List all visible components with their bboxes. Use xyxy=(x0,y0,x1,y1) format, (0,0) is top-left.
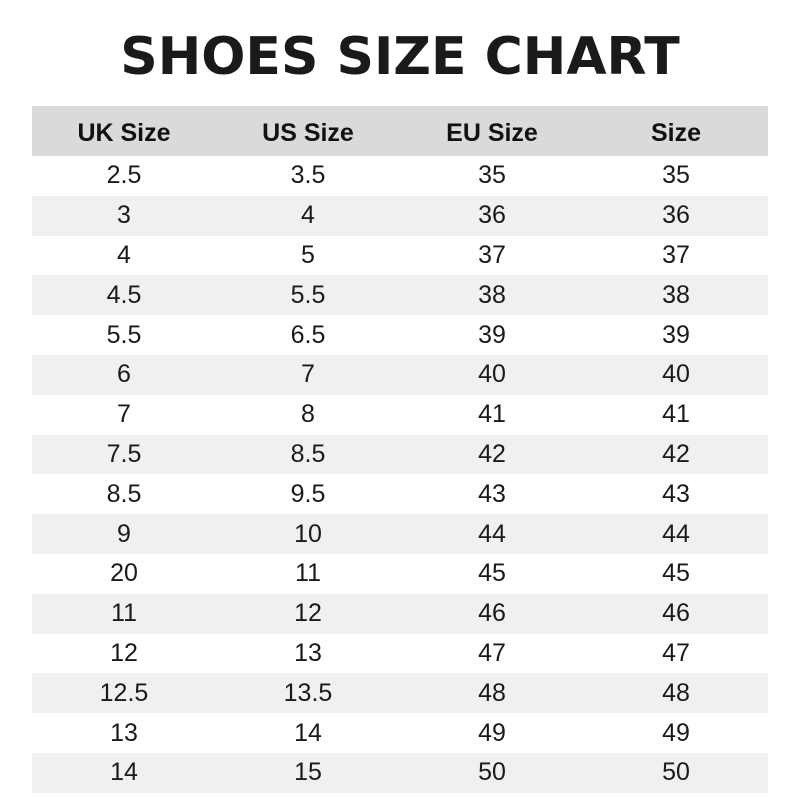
cell-us: 5.5 xyxy=(216,275,400,316)
cell-uk: 12 xyxy=(110,638,138,667)
cell-us: 5 xyxy=(301,240,315,269)
cell-uk: 7.5 xyxy=(32,434,216,475)
cell-size: 35 xyxy=(662,161,690,190)
cell-size: 39 xyxy=(662,320,690,349)
header-uk-size: UK Size xyxy=(32,106,216,156)
cell-eu: 46 xyxy=(400,593,584,634)
cell-eu: 37 xyxy=(478,240,506,269)
cell-uk: 12.5 xyxy=(32,673,216,714)
cell-us: 12 xyxy=(216,593,400,634)
cell-uk: 13 xyxy=(110,718,138,747)
cell-eu: 44 xyxy=(400,514,584,554)
cell-uk: 6 xyxy=(32,354,216,395)
cell-eu: 47 xyxy=(478,638,506,667)
cell-eu: 49 xyxy=(478,718,506,747)
cell-us: 8 xyxy=(301,400,315,429)
cell-uk: 9 xyxy=(32,514,216,554)
cell-us: 3.5 xyxy=(290,161,326,190)
cell-size: 43 xyxy=(662,479,690,508)
cell-eu: 38 xyxy=(400,275,584,316)
cell-uk: 11 xyxy=(32,593,216,634)
cell-eu: 45 xyxy=(478,559,506,588)
cell-uk: 7 xyxy=(117,400,131,429)
cell-size: 41 xyxy=(662,400,690,429)
table-row: 8.5 9.5 43 43 xyxy=(32,474,768,514)
cell-eu: 35 xyxy=(478,161,506,190)
header-us-size: US Size xyxy=(216,106,400,156)
cell-us: 6.5 xyxy=(290,320,326,349)
cell-uk: 14 xyxy=(32,752,216,793)
cell-eu: 39 xyxy=(478,320,506,349)
table-row: 4 5 37 37 xyxy=(32,236,768,276)
cell-size: 38 xyxy=(584,275,768,316)
cell-size: 49 xyxy=(662,718,690,747)
cell-size: 50 xyxy=(584,752,768,793)
cell-eu: 41 xyxy=(478,400,506,429)
cell-us: 13 xyxy=(294,638,322,667)
cell-uk: 8.5 xyxy=(106,479,142,508)
cell-size: 45 xyxy=(662,559,690,588)
table-row: 13 14 49 49 xyxy=(32,713,768,753)
table-row: 2.5 3.5 35 35 xyxy=(32,156,768,196)
cell-eu: 43 xyxy=(478,479,506,508)
table-row: 3 4 36 36 xyxy=(32,195,768,236)
cell-eu: 36 xyxy=(400,195,584,236)
cell-eu: 42 xyxy=(400,434,584,475)
cell-us: 13.5 xyxy=(216,673,400,714)
cell-size: 40 xyxy=(584,354,768,395)
table-row: 11 12 46 46 xyxy=(32,593,768,634)
table-row: 7 8 41 41 xyxy=(32,395,768,435)
cell-eu: 40 xyxy=(400,354,584,395)
cell-size: 42 xyxy=(584,434,768,475)
cell-uk: 2.5 xyxy=(106,161,142,190)
cell-size: 46 xyxy=(584,593,768,634)
cell-size: 37 xyxy=(662,240,690,269)
cell-us: 14 xyxy=(294,718,322,747)
cell-us: 7 xyxy=(216,354,400,395)
cell-us: 9.5 xyxy=(290,479,326,508)
cell-size: 36 xyxy=(584,195,768,236)
cell-uk: 20 xyxy=(110,559,138,588)
cell-uk: 4.5 xyxy=(32,275,216,316)
cell-uk: 4 xyxy=(117,240,131,269)
cell-eu: 50 xyxy=(400,752,584,793)
table-row: 5.5 6.5 39 39 xyxy=(32,315,768,355)
cell-us: 10 xyxy=(216,514,400,554)
cell-eu: 48 xyxy=(400,673,584,714)
table-row: 6 7 40 40 xyxy=(32,354,768,395)
cell-size: 47 xyxy=(662,638,690,667)
header-size: Size xyxy=(584,106,768,156)
header-eu-size: EU Size xyxy=(400,106,584,156)
cell-us: 8.5 xyxy=(216,434,400,475)
cell-uk: 3 xyxy=(32,195,216,236)
table-row: 20 11 45 45 xyxy=(32,554,768,594)
page-title: SHOES SIZE CHART xyxy=(120,27,680,87)
cell-us: 15 xyxy=(216,752,400,793)
cell-us: 11 xyxy=(295,559,321,588)
header-row: UK Size US Size EU Size Size xyxy=(32,106,768,156)
cell-size: 48 xyxy=(584,673,768,714)
table-row: 9 10 44 44 xyxy=(32,514,768,554)
size-chart-table: UK Size US Size EU Size Size 2.5 3.5 35 35 3… xyxy=(32,106,768,793)
table-row: 12 13 47 47 xyxy=(32,634,768,674)
table-row: 4.5 5.5 38 38 xyxy=(32,275,768,316)
cell-uk: 5.5 xyxy=(106,320,142,349)
table-row: 14 15 50 50 xyxy=(32,752,768,793)
cell-size: 44 xyxy=(584,514,768,554)
cell-us: 4 xyxy=(216,195,400,236)
table-row: 7.5 8.5 42 42 xyxy=(32,434,768,475)
table-row: 12.5 13.5 48 48 xyxy=(32,673,768,714)
